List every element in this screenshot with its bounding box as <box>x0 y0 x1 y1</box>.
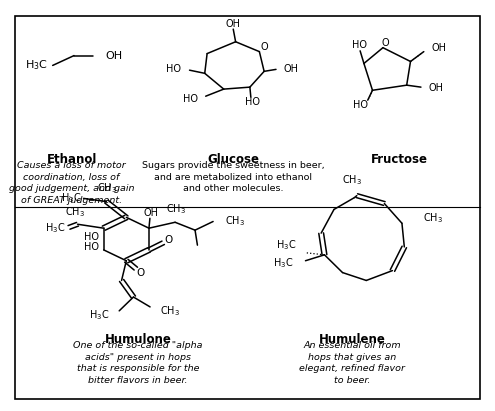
Text: H$_3$C: H$_3$C <box>90 308 110 322</box>
Text: OH: OH <box>144 208 159 218</box>
Text: H$_3$C: H$_3$C <box>46 221 66 235</box>
Text: Humulene: Humulene <box>319 332 386 346</box>
Text: O: O <box>137 268 145 277</box>
Text: CH$_3$: CH$_3$ <box>342 173 362 187</box>
Text: Fructose: Fructose <box>371 153 428 166</box>
Text: HO: HO <box>353 100 368 110</box>
Text: O: O <box>382 38 389 48</box>
Text: Humulone: Humulone <box>105 332 172 346</box>
Text: CH$_3$: CH$_3$ <box>423 212 444 225</box>
Text: HO: HO <box>84 242 99 252</box>
Text: CH$_3$: CH$_3$ <box>98 181 117 195</box>
Text: CH$_3$: CH$_3$ <box>166 202 186 216</box>
Text: HO: HO <box>84 232 99 242</box>
Text: O: O <box>260 42 268 52</box>
Text: One of the so-called "alpha
acids" present in hops
that is responsible for the
b: One of the so-called "alpha acids" prese… <box>73 341 203 385</box>
Text: HO: HO <box>245 97 260 107</box>
Text: O: O <box>165 235 173 245</box>
Text: OH: OH <box>432 43 447 53</box>
Text: HO: HO <box>166 65 181 74</box>
Text: CH$_3$: CH$_3$ <box>65 205 85 219</box>
Text: OH: OH <box>105 51 122 60</box>
Text: OH: OH <box>283 64 298 74</box>
Text: CH$_3$: CH$_3$ <box>225 215 245 229</box>
Text: OH: OH <box>428 83 443 93</box>
Text: HO: HO <box>351 39 367 49</box>
Text: H$_3$C: H$_3$C <box>25 58 48 72</box>
Text: Sugars provide the sweetness in beer,
and are metabolized into ethanol
and other: Sugars provide the sweetness in beer, an… <box>142 161 325 193</box>
Text: OH: OH <box>226 19 241 29</box>
Text: Glucose: Glucose <box>207 153 259 166</box>
Text: H$_3$C: H$_3$C <box>276 238 296 252</box>
Text: An essential oil from
hops that gives an
elegant, refined flavor
to beer.: An essential oil from hops that gives an… <box>299 341 405 385</box>
Text: H$_3$C: H$_3$C <box>273 256 294 270</box>
Text: Ethanol: Ethanol <box>47 153 97 166</box>
Text: Causes a loss of motor
coordination, loss of
good judgement, and gain
of GREAT j: Causes a loss of motor coordination, los… <box>9 161 135 205</box>
Text: CH$_3$: CH$_3$ <box>159 304 180 318</box>
Text: H$_3$C: H$_3$C <box>61 192 81 206</box>
Text: HO: HO <box>183 94 198 104</box>
